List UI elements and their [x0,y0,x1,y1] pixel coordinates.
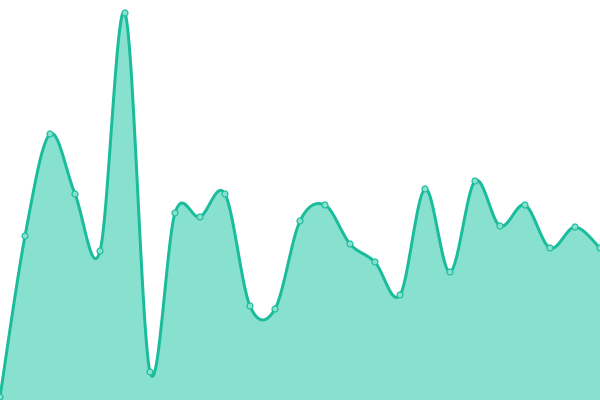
data-point-7 [171,209,179,217]
data-point-13 [321,201,329,209]
data-point-1 [21,232,29,240]
data-point-21 [521,201,529,209]
data-point-14 [346,240,354,248]
data-point-8 [196,213,204,221]
area-fill [0,11,600,400]
data-point-5 [121,9,129,17]
data-point-20 [496,222,504,230]
data-point-6 [146,368,154,376]
data-point-17 [421,185,429,193]
data-point-18 [446,268,454,276]
data-point-3 [71,190,79,198]
data-markers [0,9,600,400]
data-point-0 [0,393,4,400]
data-point-19 [471,177,479,185]
data-point-22 [546,244,554,252]
data-point-23 [571,223,579,231]
data-point-15 [371,258,379,266]
data-point-12 [296,217,304,225]
data-point-9 [221,190,229,198]
data-point-16 [396,291,404,299]
data-point-11 [271,305,279,313]
data-point-4 [96,247,104,255]
data-point-24 [596,244,600,252]
data-point-10 [246,302,254,310]
data-point-2 [46,130,54,138]
